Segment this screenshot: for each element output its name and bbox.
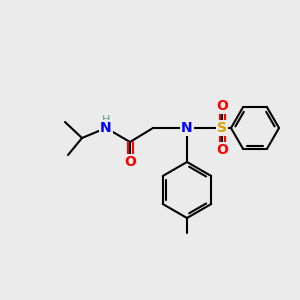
Text: H: H [102,115,110,125]
Text: S: S [217,121,227,135]
Text: O: O [216,99,228,113]
Text: O: O [124,155,136,169]
Text: N: N [181,121,193,135]
Text: O: O [216,143,228,157]
Text: N: N [100,121,112,135]
